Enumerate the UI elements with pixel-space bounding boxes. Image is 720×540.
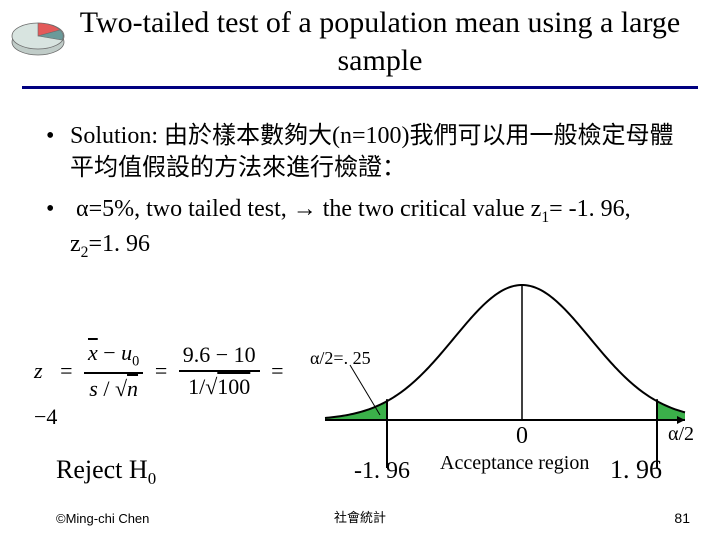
slide: Two-tailed test of a population mean usi… — [0, 0, 720, 540]
reject-h0-label: Reject H0 — [56, 455, 156, 489]
footer-center-label: 社會統計 — [0, 507, 720, 526]
page-number: 81 — [674, 510, 690, 526]
pie-chart-icon — [8, 16, 68, 60]
bullet-dot-icon: • — [46, 193, 54, 225]
title-underline — [22, 86, 698, 89]
alpha-left-label: α/2=. 25 — [310, 348, 371, 369]
equals-icon: = — [265, 358, 289, 384]
formula-fraction-2: 9.6 − 10 1/√100 — [179, 342, 260, 400]
formula-lhs: z — [28, 358, 49, 384]
critical-left-label: -1. 96 — [354, 458, 410, 485]
acceptance-region-label: Acceptance region — [440, 452, 589, 475]
slide-title: Two-tailed test of a population mean usi… — [70, 4, 690, 79]
zero-label: 0 — [516, 423, 528, 450]
formula-result: −4 — [28, 404, 63, 430]
bullet-dot-icon: • — [46, 120, 54, 152]
alpha-right-label: α/2 — [668, 423, 694, 446]
critical-right-label: 1. 96 — [610, 455, 662, 485]
formula-fraction-1: x − u0 s / √n — [84, 340, 143, 402]
z-formula: z = x − u0 s / √n = 9.6 − 10 1/√100 = −4 — [28, 340, 298, 430]
bullet-text: Solution: 由於樣本數夠大(n=100)我們可以用一般檢定母體平均值假設… — [70, 123, 674, 181]
bullet-item: • α=5%, two tailed test, → the two criti… — [46, 193, 686, 263]
equals-icon: = — [54, 358, 78, 384]
bullet-text: α=5%, two tailed test, → the two critica… — [70, 196, 637, 257]
bullet-item: • Solution: 由於樣本數夠大(n=100)我們可以用一般檢定母體平均值… — [46, 120, 686, 185]
equals-icon: = — [149, 358, 173, 384]
bullet-list: • Solution: 由於樣本數夠大(n=100)我們可以用一般檢定母體平均值… — [46, 120, 686, 270]
